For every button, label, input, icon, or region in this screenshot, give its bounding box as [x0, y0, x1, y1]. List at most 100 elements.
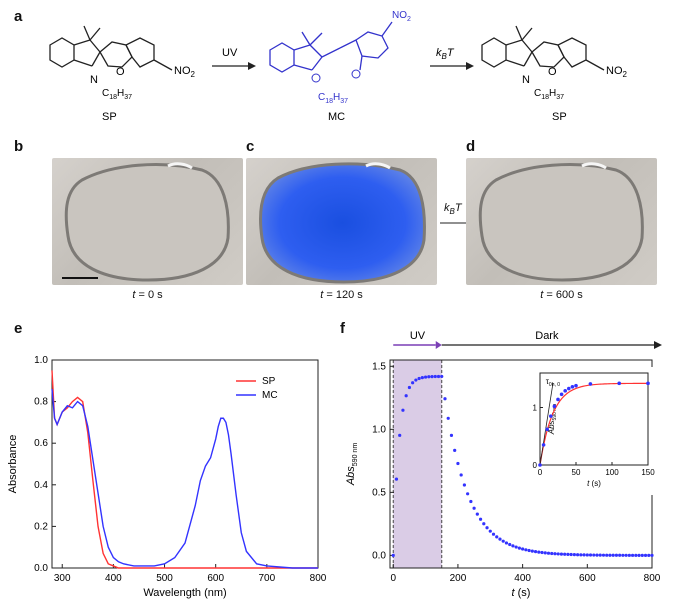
inset-point — [545, 427, 549, 432]
kinetics-point — [440, 374, 444, 379]
kinetics-point — [637, 553, 641, 557]
kinetics-point — [485, 526, 489, 530]
kinetics-point — [563, 552, 567, 556]
kinetics-point — [446, 416, 450, 420]
kinetics-point — [569, 552, 573, 557]
time-label-b: t = 0 s — [132, 289, 163, 301]
y-tick-label-f: 1.0 — [372, 424, 386, 435]
series-line-mc — [51, 389, 318, 569]
y-tick-label-e: 0.6 — [34, 438, 48, 449]
no2-mc: NO2 — [392, 10, 411, 23]
x-tick-label-e: 800 — [310, 573, 327, 584]
kinetics-point — [595, 553, 599, 557]
kinetics-point — [630, 553, 635, 557]
kbt-label-cd: kBT — [444, 202, 462, 217]
kinetics-point — [466, 492, 470, 496]
sp-molecule-left — [49, 25, 173, 71]
no2-left: NO2 — [174, 65, 196, 79]
kinetics-point — [436, 374, 441, 379]
y-tick-label-f: 0.0 — [372, 550, 386, 561]
kinetics-point — [524, 548, 528, 552]
inset-fit-curve — [539, 382, 649, 466]
kinetics-point — [566, 552, 570, 557]
kinetics-point — [423, 375, 428, 379]
kinetics-point — [508, 542, 512, 547]
photo-t0 — [52, 158, 243, 285]
inset-point — [567, 386, 571, 391]
uv-shade — [393, 360, 442, 568]
kinetics-point — [650, 553, 654, 557]
panel-b-label: b — [14, 138, 24, 155]
kinetics-point — [550, 551, 554, 556]
x-tick-label-f: 0 — [390, 573, 396, 584]
kinetics-point — [572, 553, 576, 557]
chain-left: C18H37 — [102, 88, 132, 101]
kinetics-point — [462, 483, 466, 487]
y-tick-label-f: 0.5 — [372, 487, 386, 498]
kinetics-point — [582, 553, 586, 557]
kbt-label-a: kBT — [436, 47, 455, 61]
panel-a-label: a — [14, 8, 23, 25]
kinetics-point — [417, 376, 421, 381]
sp-right-label: SP — [552, 111, 567, 123]
inset-point — [559, 392, 564, 397]
kinetics-point — [433, 374, 437, 379]
inset-y-tick-label: 0 — [533, 461, 538, 470]
inset-point — [549, 414, 553, 418]
y-axis-label-e: Absorbance — [7, 435, 19, 494]
kinetics-point — [553, 552, 557, 556]
inset-bg — [512, 367, 656, 495]
kinetics-point — [579, 553, 583, 557]
kinetics-point — [427, 375, 431, 379]
kinetics-point — [624, 553, 628, 557]
kinetics-point — [511, 544, 515, 548]
kinetics-point — [495, 535, 499, 539]
kinetics-point — [647, 553, 651, 557]
inset-x-tick-label: 150 — [641, 468, 655, 477]
chain-mc: C18H37 — [318, 92, 348, 105]
kinetics-point — [482, 522, 486, 526]
panel-c-label: c — [246, 138, 255, 155]
chart-absorbance: 300 400 500 600 700 800 0.0 0.2 0.4 0.6 0.8 1.0 Wave… — [7, 355, 327, 599]
kinetics-point — [605, 553, 609, 557]
chain-right: C18H37 — [534, 88, 564, 101]
kinetics-point — [472, 506, 476, 510]
photo-t600 — [466, 158, 657, 285]
inset-point — [588, 382, 593, 386]
kinetics-point — [414, 378, 418, 382]
kinetics-point — [453, 448, 457, 452]
x-tick-label-f: 600 — [579, 573, 596, 584]
inset-point — [552, 404, 557, 409]
kinetics-point — [601, 553, 606, 557]
kinetics-point — [640, 553, 644, 557]
kinetics-point — [614, 553, 619, 557]
kinetics-point — [475, 512, 479, 516]
reaction-scheme: N O NO2 C18H37 SP UV NO2 C18H37 MC kBT — [49, 10, 628, 123]
kinetics-point — [517, 546, 521, 550]
inset-annotation: τ0h, 0 — [546, 377, 561, 388]
kinetics-point — [533, 550, 538, 554]
kinetics-point — [540, 550, 544, 555]
panel-e-label: e — [14, 320, 23, 337]
kinetics-point — [537, 550, 541, 554]
kinetics-point — [643, 553, 648, 557]
y-tick-label-e: 1.0 — [34, 355, 48, 366]
inset-x-tick-label: 100 — [605, 468, 619, 477]
kinetics-point — [469, 499, 473, 504]
kinetics-point — [576, 553, 580, 557]
inset-point — [646, 381, 650, 386]
kinetics-point — [501, 539, 505, 543]
x-tick-label-e: 700 — [259, 573, 276, 584]
inset-tangent — [539, 383, 554, 466]
inset-point — [574, 383, 578, 388]
inset-x-label: t (s) — [587, 479, 601, 488]
x-tick-label-e: 600 — [207, 573, 224, 584]
uv-label-f: UV — [410, 330, 426, 342]
dark-arrowhead — [654, 341, 662, 349]
x-tick-label-e: 400 — [105, 573, 122, 584]
kinetics-point — [401, 408, 405, 412]
kinetics-point — [559, 552, 564, 556]
kinetics-point — [514, 545, 518, 549]
inset-point — [556, 397, 560, 402]
chart-kinetics: UV Dark 0 200 400 600 800 0.0 0.5 1.0 1.5 t (s) Abs5… — [345, 330, 662, 599]
